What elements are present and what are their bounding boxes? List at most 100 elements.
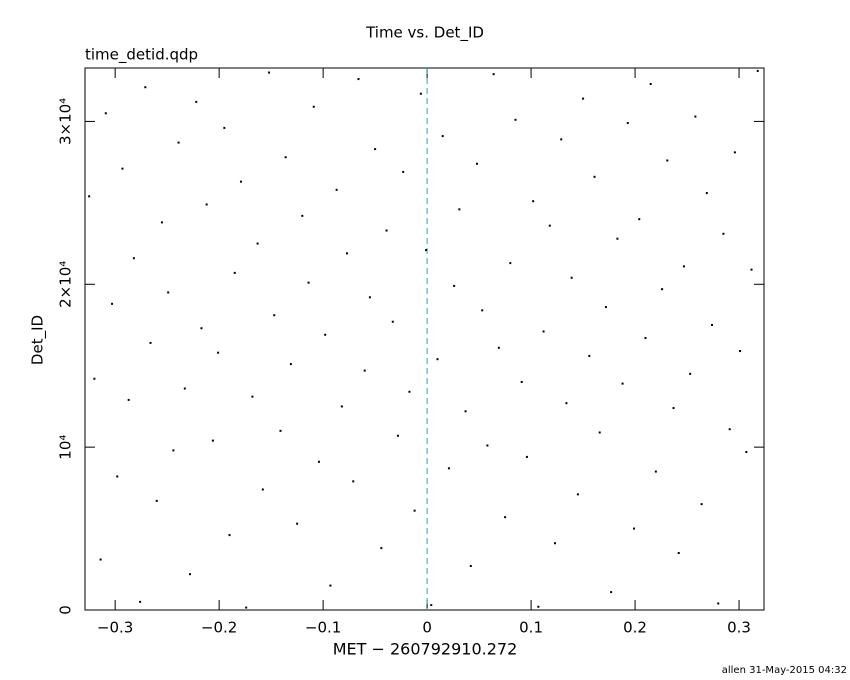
point <box>144 86 147 89</box>
point <box>324 333 327 336</box>
point <box>261 488 264 491</box>
point <box>621 382 624 385</box>
point <box>380 547 383 550</box>
point <box>413 509 416 512</box>
point <box>99 558 102 561</box>
point <box>357 78 360 81</box>
point <box>694 115 697 118</box>
y-axis-label: Det_ID <box>29 315 48 365</box>
point <box>481 309 484 312</box>
point <box>722 232 725 235</box>
point <box>363 369 366 372</box>
point <box>155 499 158 502</box>
plot-frame <box>84 67 765 611</box>
point <box>666 159 669 162</box>
point <box>447 467 450 470</box>
point <box>284 156 287 159</box>
point <box>616 237 619 240</box>
point <box>514 118 517 121</box>
point <box>312 105 315 108</box>
point <box>245 606 248 609</box>
point <box>149 341 152 344</box>
x-tick-label: 0.3 <box>727 619 751 637</box>
x-tick-label: 0.2 <box>623 619 647 637</box>
point <box>346 252 349 255</box>
point <box>402 170 405 173</box>
point <box>189 573 192 576</box>
chart-title: Time vs. Det_ID <box>365 24 484 43</box>
point <box>211 439 214 442</box>
chart-subtitle: time_detid.qdp <box>85 46 198 65</box>
point <box>385 229 388 232</box>
point <box>340 405 343 408</box>
y-tick-label: 2×10⁴ <box>57 261 75 308</box>
point <box>604 306 607 309</box>
point <box>638 218 641 221</box>
point <box>525 455 528 458</box>
point <box>750 268 753 271</box>
point <box>469 565 472 568</box>
point <box>654 470 657 473</box>
point <box>728 428 731 431</box>
point <box>548 224 551 227</box>
point <box>396 434 399 437</box>
point <box>453 284 456 287</box>
point <box>464 410 467 413</box>
point <box>717 602 720 605</box>
y-tick-label: 10⁴ <box>57 435 75 460</box>
point <box>436 358 439 361</box>
point <box>104 112 107 115</box>
point <box>167 291 170 294</box>
point <box>633 527 636 530</box>
point <box>492 73 495 76</box>
point <box>139 600 142 603</box>
point <box>307 281 310 284</box>
point <box>553 542 556 545</box>
point <box>88 195 91 198</box>
point <box>223 126 226 129</box>
y-tick-label: 0 <box>57 605 75 615</box>
point <box>419 92 422 95</box>
point <box>200 327 203 330</box>
point <box>756 69 759 72</box>
point <box>677 551 680 554</box>
point <box>352 480 355 483</box>
point <box>711 323 714 326</box>
point <box>610 591 613 594</box>
point <box>441 135 444 138</box>
point <box>520 380 523 383</box>
point <box>745 451 748 454</box>
point <box>127 398 130 401</box>
x-tick-label: −0.2 <box>201 619 237 637</box>
point <box>682 265 685 268</box>
point <box>111 302 114 305</box>
point <box>661 288 664 291</box>
point <box>160 221 163 224</box>
point <box>317 460 320 463</box>
point <box>598 431 601 434</box>
point <box>626 122 629 125</box>
point <box>121 167 124 170</box>
x-tick-label: −0.3 <box>97 619 133 637</box>
point <box>644 337 647 340</box>
point <box>116 475 119 478</box>
point <box>560 138 563 141</box>
point <box>733 151 736 154</box>
point <box>542 330 545 333</box>
point <box>705 192 708 195</box>
point <box>700 503 703 506</box>
point <box>537 605 540 608</box>
y-tick-label: 3×10⁴ <box>57 98 75 145</box>
point <box>689 372 692 375</box>
point <box>532 200 535 203</box>
point <box>408 390 411 393</box>
point <box>593 175 596 178</box>
point <box>296 522 299 525</box>
point <box>233 271 236 274</box>
point <box>195 100 198 103</box>
x-tick-label: −0.1 <box>305 619 341 637</box>
point <box>497 346 500 349</box>
x-tick-label: 0 <box>422 619 432 637</box>
point <box>268 71 271 74</box>
point <box>289 363 292 366</box>
